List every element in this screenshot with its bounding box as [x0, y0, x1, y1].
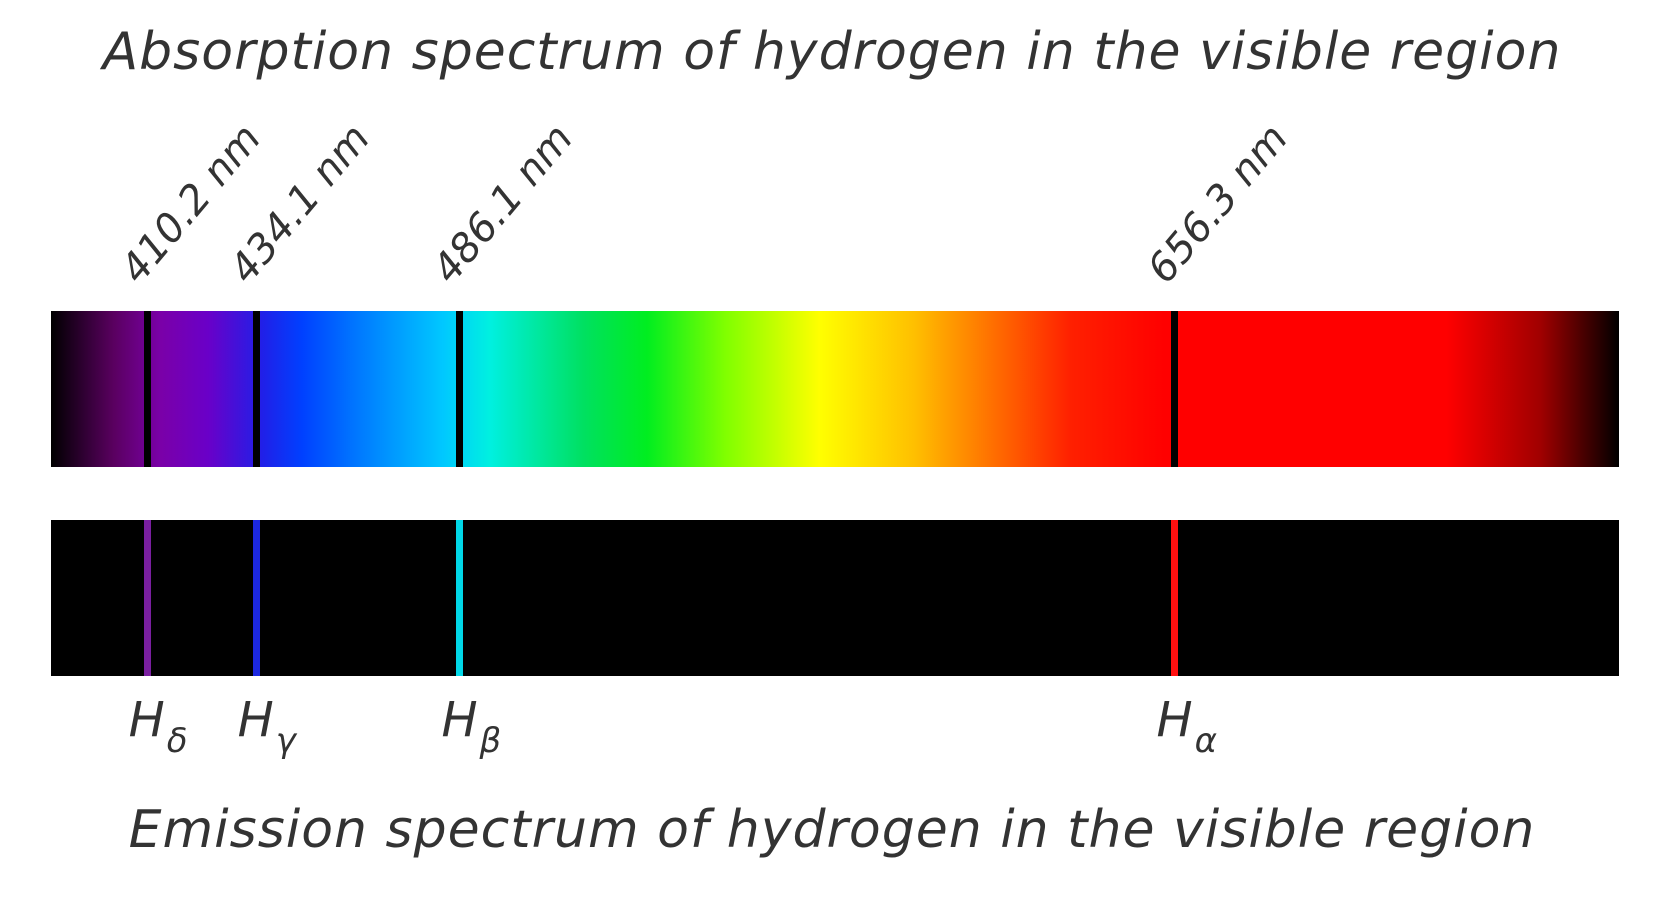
- symbol-subscript: β: [479, 721, 502, 761]
- symbol-label-h-delta: Hδ: [128, 692, 188, 761]
- emission-line-h-beta: [456, 520, 464, 676]
- symbol-letter: H: [237, 692, 274, 748]
- symbol-letter: H: [1156, 692, 1193, 748]
- absorption-spectrum-band: [51, 311, 1619, 467]
- wavelength-label-h-beta: 486.1 nm: [424, 115, 583, 292]
- emission-line-h-gamma: [252, 520, 260, 676]
- symbol-subscript: γ: [275, 721, 296, 761]
- emission-line-h-alpha: [1171, 520, 1179, 676]
- emission-title: Emission spectrum of hydrogen in the vis…: [128, 800, 1536, 860]
- absorption-line-h-alpha: [1171, 311, 1179, 467]
- symbol-subscript: δ: [166, 721, 188, 761]
- symbol-subscript: α: [1194, 721, 1217, 761]
- symbol-label-h-gamma: Hγ: [237, 692, 296, 761]
- symbol-letter: H: [441, 692, 478, 748]
- symbol-label-h-beta: Hβ: [441, 692, 501, 761]
- symbol-letter: H: [128, 692, 165, 748]
- absorption-line-h-gamma: [252, 311, 260, 467]
- absorption-title: Absorption spectrum of hydrogen in the v…: [102, 22, 1562, 82]
- emission-line-h-delta: [143, 520, 151, 676]
- absorption-line-h-delta: [143, 311, 151, 467]
- emission-spectrum-band: [51, 520, 1619, 676]
- symbol-label-h-alpha: Hα: [1156, 692, 1217, 761]
- wavelength-label-h-alpha: 656.3 nm: [1139, 115, 1298, 292]
- absorption-line-h-beta: [456, 311, 464, 467]
